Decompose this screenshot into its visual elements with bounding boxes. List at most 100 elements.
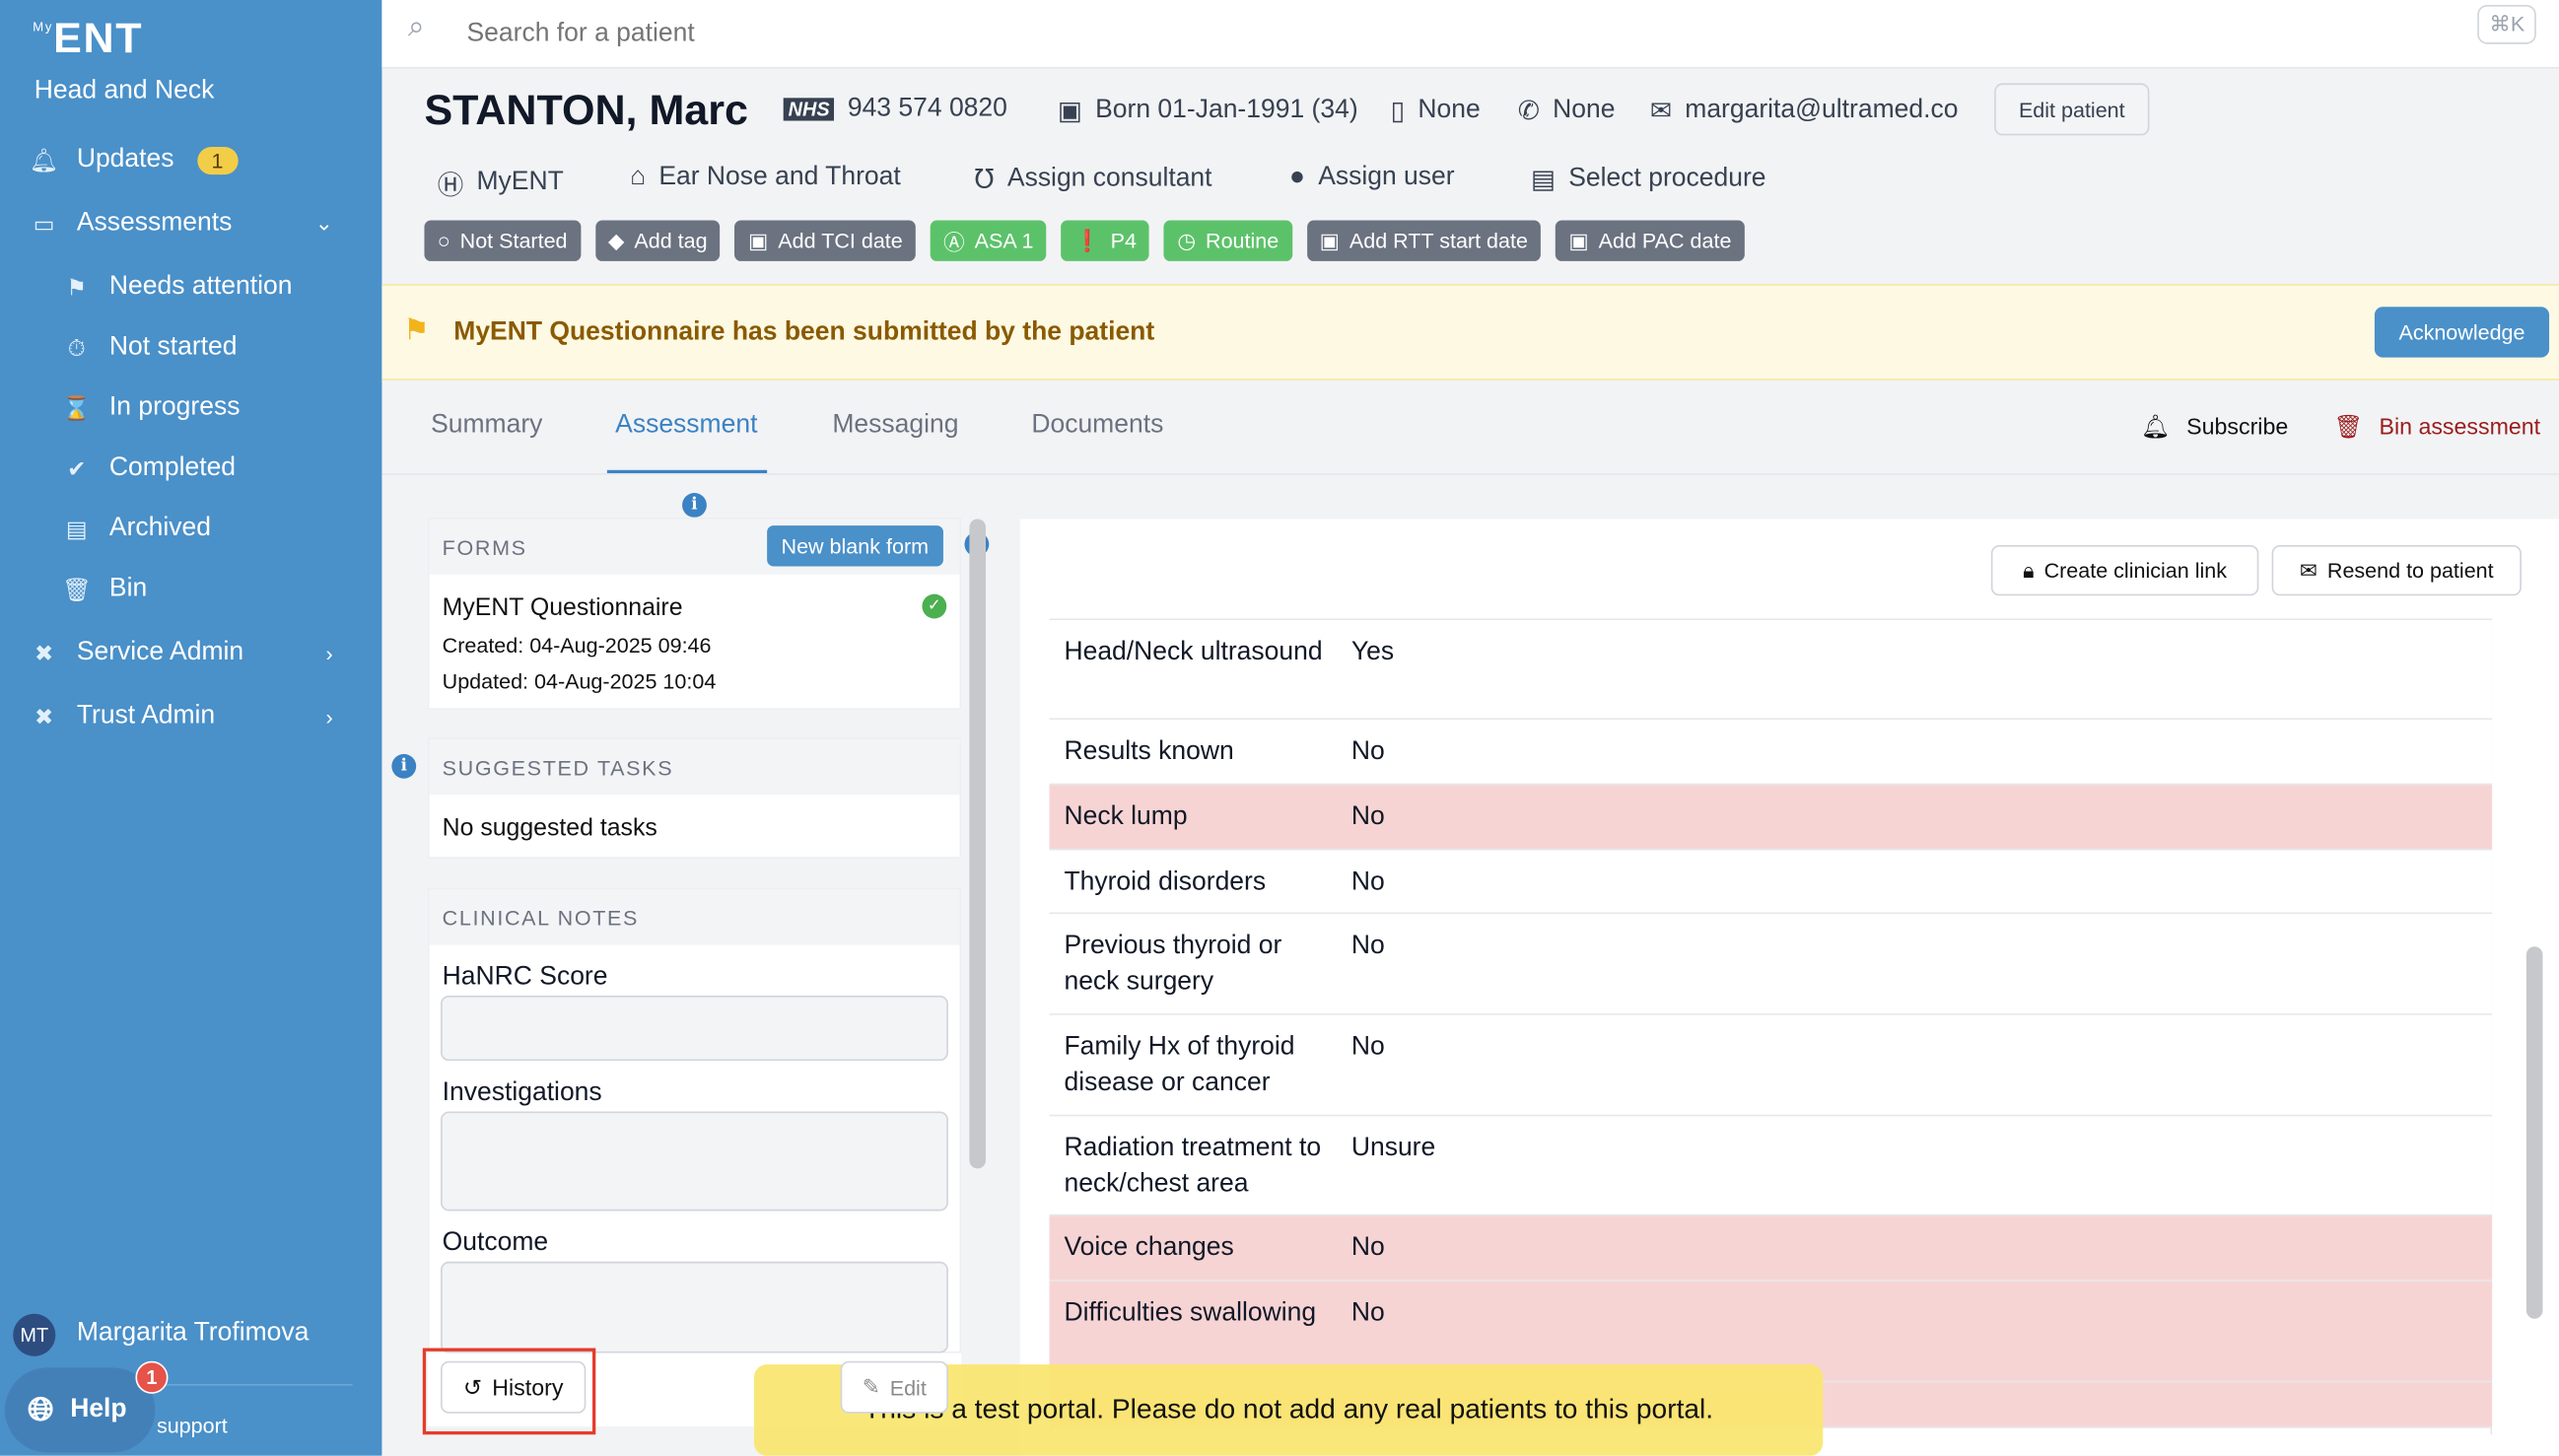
file-icon: ▤ [1530, 166, 1556, 195]
globe-icon: 🌐︎ [28, 1391, 54, 1427]
search-input[interactable] [466, 9, 1446, 59]
table-row: Results known No [1049, 720, 2493, 786]
link-specialty[interactable]: ⌂ Ear Nose and Throat [630, 163, 901, 191]
highlight-box [422, 1348, 596, 1435]
tab-messaging[interactable]: Messaging [832, 411, 959, 440]
hanrc-score-field[interactable] [441, 995, 948, 1062]
asa-icon: Ⓐ [943, 230, 965, 255]
add-tag-button[interactable]: ◆ Add tag [594, 220, 721, 261]
sidebar-item-needs-attention[interactable]: ⚑ Needs attention [0, 259, 381, 314]
sidebar-item-service-admin[interactable]: ✖ Service Admin › [0, 625, 381, 680]
pencil-icon: ✎ [862, 1374, 880, 1399]
form-created: Created: 04-Aug-2025 09:46 [442, 633, 712, 659]
top-bar: ⌕ ⌘K [381, 0, 2559, 69]
calendar-icon: ▣ [1319, 227, 1340, 252]
support-link[interactable]: support [156, 1413, 228, 1438]
monitor-icon: ▭ [33, 209, 55, 237]
tab-documents[interactable]: Documents [1031, 411, 1164, 440]
investigations-label: Investigations [442, 1078, 602, 1107]
org-name: Head and Neck [34, 76, 215, 104]
nhs-logo: NHS [783, 98, 835, 121]
form-title[interactable]: MyENT Questionnaire [442, 593, 683, 622]
sidebar-item-completed[interactable]: ✔ Completed [0, 441, 381, 496]
help-badge: 1 [135, 1360, 169, 1394]
assign-user[interactable]: ● Assign user [1288, 163, 1455, 191]
sidebar-item-assessments[interactable]: ▭ Assessments ⌄ [0, 196, 381, 251]
bell-icon: 🔔︎ [29, 146, 59, 173]
priority-badge[interactable]: ❗ P4 [1061, 220, 1150, 261]
sidebar: MyENT Head and Neck 🔔︎ Updates 1 ▭ Assessme… [0, 0, 382, 1456]
hanrc-label: HaNRC Score [442, 962, 608, 991]
sidebar-item-updates[interactable]: 🔔︎ Updates 1 [0, 132, 381, 187]
no-tasks-text: No suggested tasks [442, 814, 657, 843]
phone: ✆ None [1517, 96, 1616, 126]
history-icon: ↺ [462, 1373, 483, 1400]
clock-icon: ◷ [1177, 227, 1197, 252]
sidebar-item-not-started[interactable]: ⏱ Not started [0, 319, 381, 375]
user-icon: ● [1288, 163, 1305, 191]
table-row: Previous thyroid or neck surgery No [1049, 914, 2493, 1015]
archive-icon: ▤ [65, 515, 88, 541]
calendar-icon: ▣ [748, 227, 769, 252]
bin-assessment-button[interactable]: 🗑︎ Bin assessment [2333, 412, 2541, 440]
link-myent[interactable]: Ⓗ MyENT [438, 164, 564, 203]
nhs-number: NHS 943 574 0820 [783, 95, 1007, 124]
clipboard-check-icon: ✔ [67, 454, 87, 481]
dob: ▣ Born 01-Jan-1991 (34) [1057, 96, 1358, 126]
assign-consultant[interactable]: ℧ Assign consultant [974, 165, 1212, 195]
stethoscope-icon: ℧ [974, 166, 995, 195]
sidebar-item-bin[interactable]: 🗑︎ Bin [62, 574, 148, 602]
sidebar-item-trust-admin[interactable]: ✖ Trust Admin › [0, 689, 381, 744]
left-scrollbar[interactable] [969, 519, 986, 1169]
calendar-icon: ▣ [1568, 227, 1589, 252]
notification-banner: ⚑ MyENT Questionnaire has been submitted… [381, 284, 2559, 381]
trash-icon: 🗑︎ [62, 575, 92, 602]
outcome-field[interactable] [441, 1261, 948, 1353]
add-pac-date-button[interactable]: ▣ Add PAC date [1556, 220, 1745, 261]
info-icon[interactable]: i [682, 492, 707, 518]
myent-logo[interactable]: MyENT [33, 13, 144, 62]
phone-icon: ✆ [1517, 98, 1540, 126]
edit-patient-button[interactable]: Edit patient [1994, 83, 2150, 136]
acknowledge-button[interactable]: Acknowledge [2374, 307, 2550, 358]
lock-icon: 🔒︎ [2023, 557, 2035, 583]
table-row: Voice changes No [1049, 1215, 2493, 1282]
exclamation-icon: ❗ [1073, 227, 1101, 252]
circle-icon: ○ [437, 228, 450, 253]
table-row: Thyroid disorders No [1049, 850, 2493, 915]
table-row: Radiation treatment to neck/chest area Un… [1049, 1116, 2493, 1216]
create-clinician-link-button[interactable]: 🔒︎ Create clinician link [1990, 544, 2259, 596]
avatar[interactable]: MT [13, 1313, 56, 1356]
new-blank-form-button[interactable]: New blank form [766, 525, 943, 567]
suggested-tasks-header: SUGGESTED TASKS [429, 738, 960, 796]
flag-icon: ⚑ [66, 273, 88, 300]
check-circle-icon: ✓ [922, 593, 947, 619]
urgency-badge[interactable]: ◷ Routine [1164, 220, 1292, 261]
add-tci-date-button[interactable]: ▣ Add TCI date [734, 220, 917, 261]
help-button[interactable]: 🌐︎ Help [4, 1367, 156, 1453]
edit-notes-button[interactable]: ✎ Edit [840, 1360, 948, 1414]
sidebar-item-archived[interactable]: ▤ Archived [0, 501, 381, 556]
flag-icon: ⚑ [402, 312, 430, 346]
hospital-icon: ⌂ [630, 163, 647, 191]
info-icon[interactable]: i [391, 753, 417, 779]
stopwatch-icon: ⏱ [67, 333, 86, 361]
tag-row: ○ Not Started ◆ Add tag ▣ Add TCI date Ⓐ ASA… [424, 220, 1745, 261]
status-not-started[interactable]: ○ Not Started [424, 220, 581, 261]
history-button[interactable]: ↺ History [441, 1360, 587, 1414]
mobile-icon: ▯ [1390, 98, 1406, 126]
subscribe-button[interactable]: 🔔︎ Subscribe [2141, 412, 2289, 440]
right-scrollbar[interactable] [2525, 946, 2543, 1319]
tab-assessment[interactable]: Assessment [615, 411, 758, 440]
search-icon: ⌕ [407, 9, 425, 43]
tab-summary[interactable]: Summary [431, 411, 543, 440]
add-rtt-date-button[interactable]: ▣ Add RTT start date [1306, 220, 1542, 261]
user-name[interactable]: Margarita Trofimova [76, 1318, 310, 1347]
select-procedure[interactable]: ▤ Select procedure [1530, 165, 1766, 195]
resend-to-patient-button[interactable]: ✉ Resend to patient [2271, 544, 2522, 596]
chevron-right-icon: › [325, 640, 333, 665]
investigations-field[interactable] [441, 1111, 948, 1212]
asa-badge[interactable]: Ⓐ ASA 1 [930, 220, 1047, 261]
shortcut-hint: ⌘K [2477, 4, 2536, 44]
sidebar-item-in-progress[interactable]: ⌛ In progress [0, 381, 381, 436]
